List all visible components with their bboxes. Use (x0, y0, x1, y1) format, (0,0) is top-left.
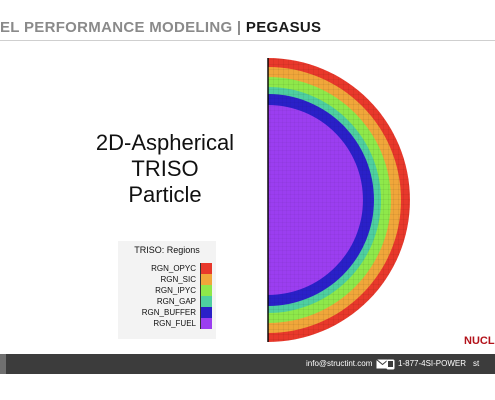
slide-title-line-2: TRISO (131, 156, 199, 181)
legend-swatch (200, 274, 212, 285)
legend-item-sic: RGN_SIC (160, 274, 212, 285)
legend-label: RGN_BUFFER (141, 308, 196, 317)
footer-accent (0, 354, 6, 374)
legend-item-fuel: RGN_FUEL (153, 318, 212, 329)
region-rings (268, 58, 410, 342)
legend-label: RGN_OPYC (151, 264, 196, 273)
header-bar: EL PERFORMANCE MODELING | PEGASUS (0, 0, 495, 40)
footer-email[interactable]: info@structint.com (306, 359, 373, 368)
legend-item-gap: RGN_GAP (157, 296, 212, 307)
header-title: EL PERFORMANCE MODELING | PEGASUS (0, 18, 321, 38)
legend-label: RGN_FUEL (153, 319, 196, 328)
legend-label: RGN_GAP (156, 297, 196, 306)
legend-swatch (200, 307, 212, 318)
triso-mesh-plot (267, 58, 410, 342)
footer-bar (0, 354, 495, 374)
bottom-band (0, 374, 495, 400)
legend-item-ipyc: RGN_IPYC (155, 285, 212, 296)
header-divider (0, 40, 495, 41)
legend-label: RGN_SIC (160, 275, 196, 284)
ring-fuel-mesh (268, 105, 363, 295)
triso-particle-figure (258, 54, 420, 344)
legend-label: RGN_IPYC (155, 286, 196, 295)
slide-title-line-1: 2D-Aspherical (95, 130, 235, 155)
region-legend: TRISO: Regions RGN_OPYC RGN_SIC RGN_IPYC… (118, 241, 216, 339)
legend-swatch (200, 263, 212, 274)
slide-title: 2D-Aspherical TRISO Particle (60, 130, 270, 208)
slide-title-line-3: Particle (128, 182, 202, 207)
phone-icon (386, 359, 395, 370)
legend-title: TRISO: Regions (134, 245, 200, 255)
brand-logo-text: NUCLEA (464, 335, 495, 347)
footer-extra: st (473, 359, 480, 368)
legend-swatch (200, 296, 212, 307)
legend-swatch (200, 285, 212, 296)
legend-item-buffer: RGN_BUFFER (142, 307, 212, 318)
footer-phone[interactable]: 1-877-4SI-POWER (398, 359, 467, 368)
header-title-accent: PEGASUS (245, 19, 322, 36)
legend-swatch (200, 318, 212, 329)
legend-item-opyc: RGN_OPYC (151, 263, 212, 274)
header-title-prefix: EL PERFORMANCE MODELING | (0, 19, 246, 36)
